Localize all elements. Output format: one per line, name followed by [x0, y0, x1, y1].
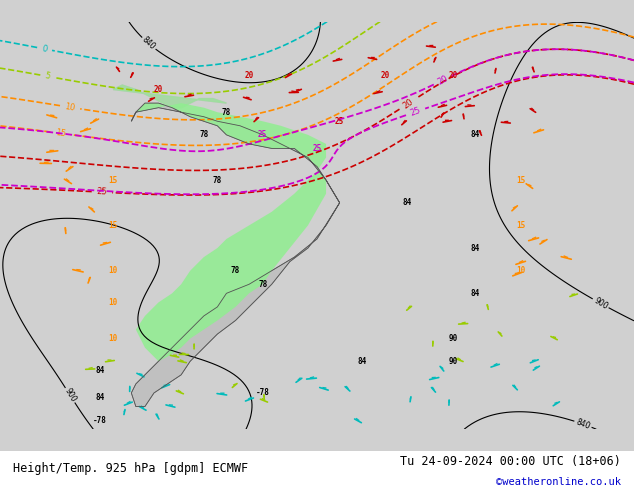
Text: 25: 25: [96, 187, 107, 197]
Text: 20: 20: [401, 97, 415, 111]
Text: 20: 20: [448, 72, 458, 80]
Text: 20: 20: [436, 74, 450, 87]
Text: 84: 84: [471, 130, 480, 139]
Text: 10: 10: [108, 334, 118, 343]
Text: 25: 25: [258, 130, 268, 139]
Text: 84: 84: [403, 198, 412, 207]
Text: 90: 90: [448, 357, 458, 366]
Text: 78: 78: [199, 130, 209, 139]
Text: 15: 15: [108, 221, 118, 230]
Polygon shape: [131, 103, 340, 407]
Text: 10: 10: [516, 266, 526, 275]
Text: 15: 15: [55, 128, 67, 139]
Text: 84: 84: [95, 393, 104, 402]
Polygon shape: [136, 103, 326, 361]
Text: 84: 84: [358, 357, 367, 366]
Text: 840: 840: [574, 417, 592, 431]
Text: 10: 10: [108, 298, 118, 307]
Text: 900: 900: [63, 387, 77, 404]
Text: 10: 10: [64, 102, 76, 113]
Text: 10: 10: [108, 266, 118, 275]
Text: Tu 24-09-2024 00:00 UTC (18+06): Tu 24-09-2024 00:00 UTC (18+06): [401, 455, 621, 468]
Polygon shape: [113, 85, 226, 108]
Text: 20: 20: [154, 85, 163, 94]
Text: 25: 25: [313, 144, 321, 153]
Text: 0: 0: [41, 44, 48, 54]
Text: 15: 15: [516, 221, 526, 230]
Text: 25: 25: [335, 117, 344, 126]
Text: 840: 840: [140, 35, 157, 52]
Text: 20: 20: [380, 72, 389, 80]
Text: 25: 25: [409, 106, 422, 118]
Text: -78: -78: [256, 389, 269, 397]
Text: 84: 84: [471, 244, 480, 252]
Text: -78: -78: [93, 416, 107, 425]
Text: ©weatheronline.co.uk: ©weatheronline.co.uk: [496, 477, 621, 487]
Polygon shape: [113, 85, 226, 108]
Text: 5: 5: [44, 72, 51, 81]
Text: 900: 900: [592, 295, 609, 311]
Text: 20: 20: [245, 72, 254, 80]
Text: 78: 78: [231, 266, 240, 275]
Text: Height/Temp. 925 hPa [gdpm] ECMWF: Height/Temp. 925 hPa [gdpm] ECMWF: [13, 462, 248, 475]
Text: 90: 90: [448, 334, 458, 343]
Text: 84: 84: [95, 366, 104, 375]
Text: 78: 78: [258, 280, 268, 289]
Text: 78: 78: [213, 175, 222, 185]
Text: 15: 15: [516, 175, 526, 185]
Text: 84: 84: [471, 289, 480, 298]
Text: 78: 78: [222, 108, 231, 117]
Text: 15: 15: [108, 175, 118, 185]
